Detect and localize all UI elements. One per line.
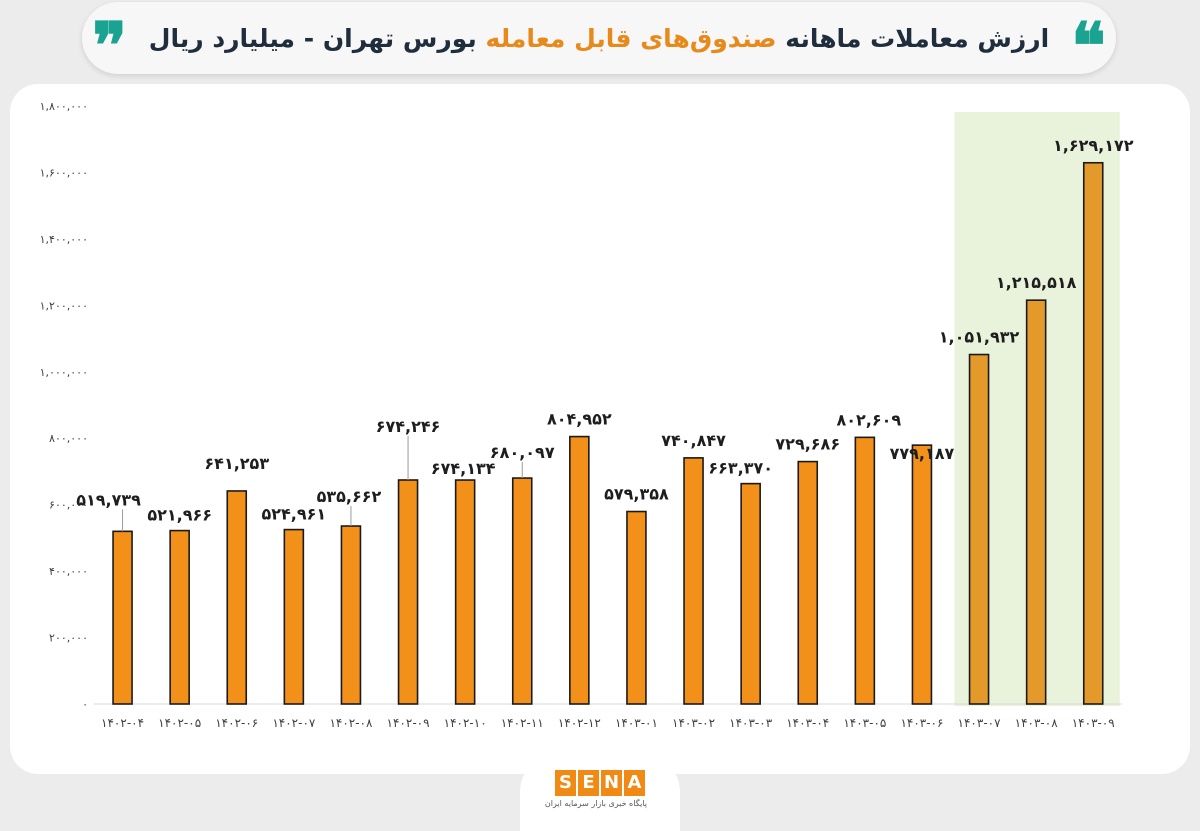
data-label: ۶۴۱,۲۵۳ xyxy=(204,454,269,473)
y-tick-label: ۱,۲۰۰,۰۰۰ xyxy=(40,299,88,312)
data-label: ۱,۰۵۱,۹۳۲ xyxy=(939,328,1020,347)
x-tick-label: ۱۴۰۳-۰۵ xyxy=(843,716,886,730)
data-label: ۱,۶۲۹,۱۷۲ xyxy=(1053,136,1134,155)
data-label: ۵۷۹,۳۵۸ xyxy=(604,485,669,504)
y-tick-label: ۱,۰۰۰,۰۰۰ xyxy=(40,366,88,379)
x-tick-label: ۱۴۰۲-۱۲ xyxy=(558,716,601,730)
bar-chart: ۰ ۲۰۰,۰۰۰ ۴۰۰,۰۰۰ ۶۰۰,۰۰۰ ۸۰۰,۰۰۰ ۱,۰۰۰,۰۰۰ ۱,… xyxy=(40,100,1134,730)
logo-letters: S E N A xyxy=(553,770,647,796)
x-tick-label: ۱۴۰۲-۰۴ xyxy=(101,716,144,730)
data-label: ۶۷۴,۲۴۶ xyxy=(376,417,441,436)
data-label: ۷۴۰,۸۴۷ xyxy=(661,431,726,450)
y-tick-label: ۰ xyxy=(82,698,88,711)
logo-letter: S xyxy=(555,770,576,796)
data-label: ۶۶۳,۳۷۰ xyxy=(708,459,773,478)
data-label: ۸۰۴,۹۵۲ xyxy=(547,410,612,429)
title-banner: ❝ ارزش معاملات ماهانه صندوق‌های قابل معا… xyxy=(82,2,1116,74)
x-tick-label: ۱۴۰۳-۰۹ xyxy=(1072,716,1115,730)
bar xyxy=(740,482,761,705)
x-tick-label: ۱۴۰۲-۱۰ xyxy=(444,716,487,730)
data-label: ۵۱۹,۷۳۹ xyxy=(76,490,141,509)
data-label: ۵۲۱,۹۶۶ xyxy=(147,506,212,525)
quote-open-icon: ❝ xyxy=(1071,15,1106,61)
y-tick-label: ۱,۶۰۰,۰۰۰ xyxy=(40,166,88,179)
data-label: ۵۲۴,۹۶۱ xyxy=(262,505,327,524)
x-tick-label: ۱۴۰۲-۰۶ xyxy=(215,716,258,730)
y-tick-label: ۶۰۰,۰۰۰ xyxy=(49,499,88,512)
x-tick-label: ۱۴۰۳-۰۷ xyxy=(958,716,1002,730)
bar xyxy=(569,435,590,705)
x-tick-label: ۱۴۰۲-۰۵ xyxy=(158,716,201,730)
bar xyxy=(397,479,419,705)
bar xyxy=(454,479,476,705)
title-part-1: ارزش معاملات ماهانه xyxy=(785,23,1050,53)
y-tick-label: ۸۰۰,۰۰۰ xyxy=(49,432,88,445)
bar xyxy=(112,530,133,705)
x-tick-label: ۱۴۰۳-۰۸ xyxy=(1015,716,1059,730)
data-label: ۷۲۹,۶۸۶ xyxy=(775,435,840,454)
bar xyxy=(683,457,704,705)
logo-subtitle: پایگاه خبری بازار سرمایه ایران xyxy=(544,799,647,808)
x-tick-label: ۱۴۰۲-۰۹ xyxy=(387,716,430,730)
title-part-2: بورس تهران - میلیارد ریال xyxy=(148,23,477,53)
bar xyxy=(911,444,933,705)
data-label: ۶۷۴,۱۳۴ xyxy=(431,459,496,478)
y-tick-label: ۲۰۰,۰۰۰ xyxy=(49,632,88,645)
bar xyxy=(1025,299,1047,705)
logo-letter: A xyxy=(624,770,645,796)
bar xyxy=(797,460,819,705)
bar xyxy=(626,510,647,705)
logo-tab xyxy=(520,752,680,831)
y-tick-label: ۱,۴۰۰,۰۰۰ xyxy=(40,233,88,246)
bar xyxy=(511,477,533,705)
x-tick-label: ۱۴۰۳-۰۳ xyxy=(729,716,773,730)
data-label: ۱,۲۱۵,۵۱۸ xyxy=(996,273,1077,292)
logo-letter: E xyxy=(578,770,599,796)
logo-letter: N xyxy=(601,770,622,796)
data-label: ۸۰۲,۶۰۹ xyxy=(837,410,902,429)
data-label: ۵۳۵,۶۶۲ xyxy=(317,487,382,506)
x-tick-label: ۱۴۰۳-۰۴ xyxy=(786,716,829,730)
y-tick-label: ۴۰۰,۰۰۰ xyxy=(49,565,88,578)
data-label: ۷۷۹,۱۸۷ xyxy=(890,444,955,463)
x-tick-label: ۱۴۰۳-۰۲ xyxy=(672,716,715,730)
chart-panel: ۰ ۲۰۰,۰۰۰ ۴۰۰,۰۰۰ ۶۰۰,۰۰۰ ۸۰۰,۰۰۰ ۱,۰۰۰,۰۰۰ ۱,… xyxy=(10,84,1190,774)
bar xyxy=(283,528,305,705)
x-tick-label: ۱۴۰۲-۰۷ xyxy=(272,716,316,730)
bar xyxy=(340,525,362,705)
x-tick-label: ۱۴۰۳-۰۱ xyxy=(615,716,658,730)
x-tick-label: ۱۴۰۳-۰۶ xyxy=(900,716,943,730)
chart-title: ارزش معاملات ماهانه صندوق‌های قابل معامل… xyxy=(149,24,1049,53)
x-tick-label: ۱۴۰۲-۱۱ xyxy=(501,716,544,730)
bar xyxy=(854,436,876,705)
data-label: ۶۸۰,۰۹۷ xyxy=(490,443,555,462)
bar xyxy=(169,529,190,705)
y-tick-label: ۱,۸۰۰,۰۰۰ xyxy=(40,100,88,113)
quote-close-icon: ❞ xyxy=(92,15,127,61)
bar xyxy=(968,353,990,705)
bar xyxy=(226,490,248,705)
x-tick-label: ۱۴۰۲-۰۸ xyxy=(329,716,373,730)
title-highlight: صندوق‌های قابل معامله xyxy=(485,23,777,53)
bar xyxy=(1082,161,1104,705)
sena-logo: S E N A پایگاه خبری بازار سرمایه ایران xyxy=(544,770,647,808)
